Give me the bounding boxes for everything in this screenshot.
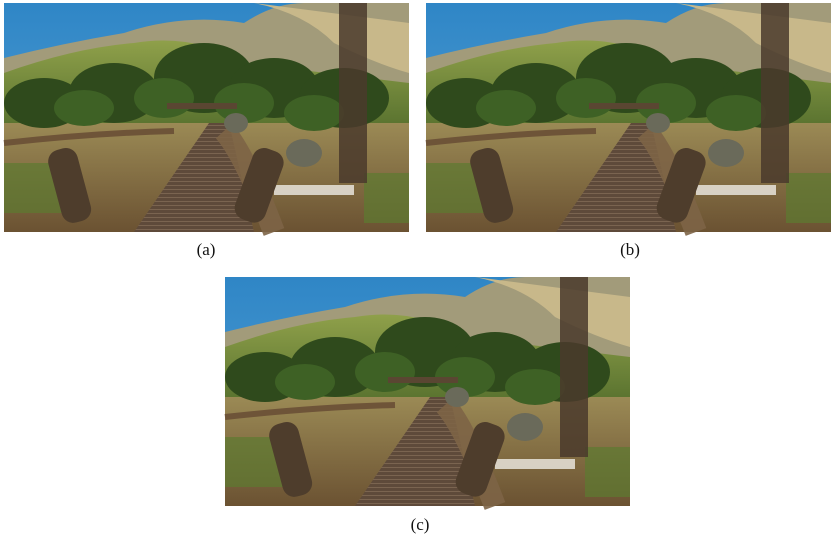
caption-a: (a) [197,240,216,259]
caption-c: (c) [411,515,430,534]
image-b [426,3,831,232]
figure: (a) (b) (c) [0,0,831,543]
page: {"figure": {"panels": [{"label": "(a)"},… [0,0,831,543]
caption-b: (b) [620,240,640,259]
panel-b: (b) [426,3,831,259]
panel-c: (c) [225,277,630,534]
image-a [4,3,409,232]
panel-a: (a) [4,3,409,259]
image-c [225,277,630,506]
